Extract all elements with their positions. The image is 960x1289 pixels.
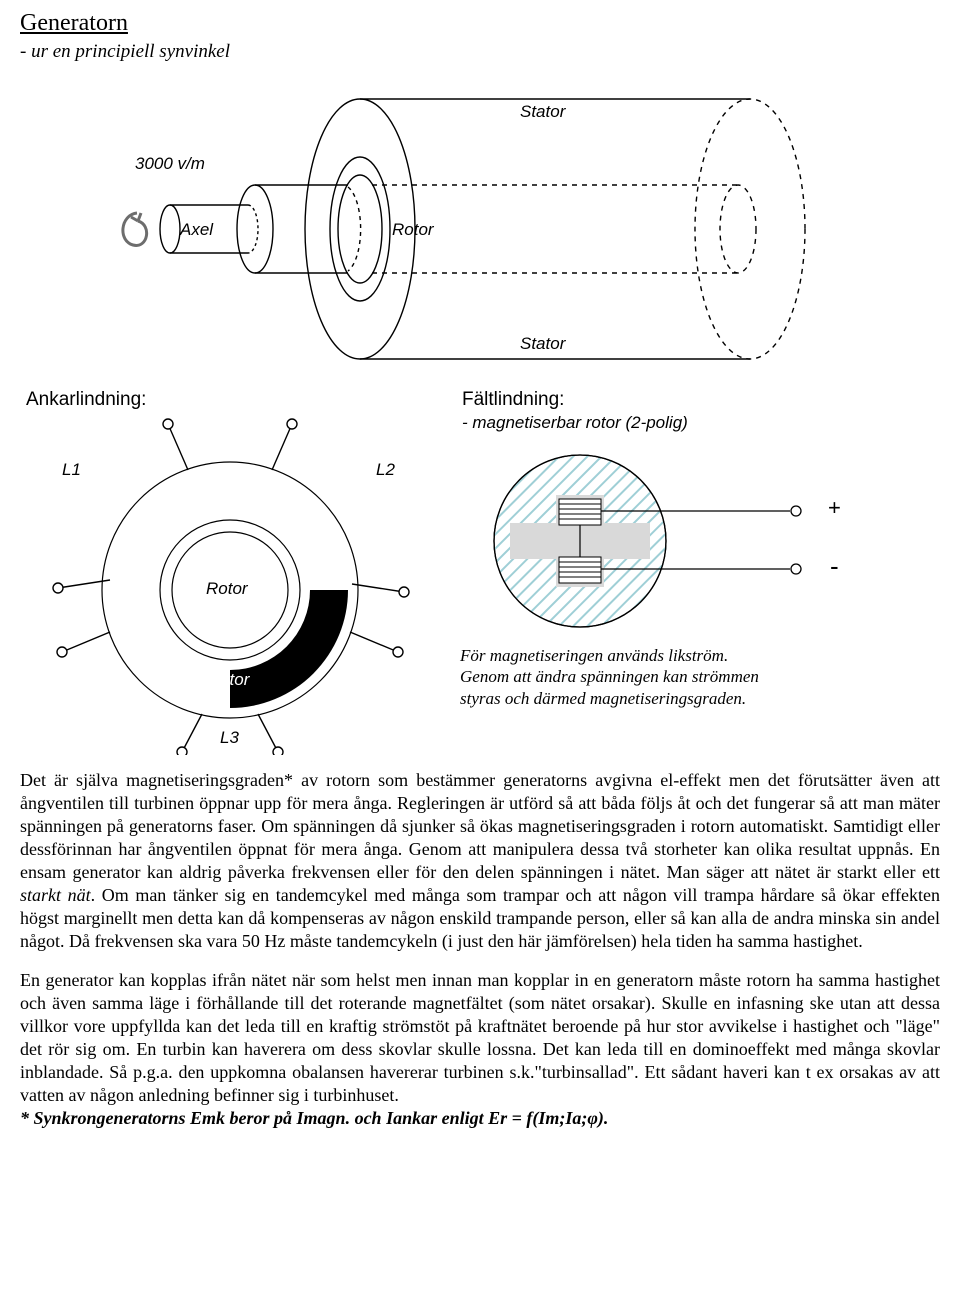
figure-generator-side: 3000 v/m Axel Rotor Stator Stator [20, 69, 940, 379]
l1-label: L1 [62, 460, 81, 479]
page-title: Generatorn [20, 10, 940, 37]
body-text: Det är själva magnetiseringsgraden* av r… [20, 769, 940, 1130]
falt-subtitle: - magnetiserbar rotor (2-polig) [462, 413, 940, 433]
ankar-heading: Ankarlindning: [26, 389, 450, 411]
axel-label: Axel [179, 220, 214, 239]
caption-line-3: styras och därmed magnetiseringsgraden. [460, 689, 746, 708]
stator-label-ankar: Stator [204, 670, 251, 689]
para2-text: En generator kan kopplas ifrån nätet när… [20, 970, 940, 1105]
caption-line-2: Genom att ändra spänningen kan strömmen [460, 667, 759, 686]
paragraph-1: Det är själva magnetiseringsgraden* av r… [20, 769, 940, 953]
rotor-label-ankar: Rotor [206, 579, 249, 598]
falt-caption: För magnetiseringen används likström. Ge… [460, 645, 940, 709]
l3-label: L3 [220, 728, 239, 747]
plus-terminal: + [828, 495, 841, 520]
para1-em: starkt nät [20, 885, 91, 905]
para1-part2: . Om man tänker sig en tandemcykel med m… [20, 885, 940, 951]
figure-faltlindning: Fältlindning: - magnetiserbar rotor (2-p… [460, 383, 940, 709]
paragraph-2: En generator kan kopplas ifrån nätet när… [20, 969, 940, 1130]
page-subtitle: - ur en principiell synvinkel [20, 41, 940, 63]
para1-part1: Det är själva magnetiseringsgraden* av r… [20, 770, 940, 882]
falt-heading: Fältlindning: [462, 389, 940, 411]
rotor-label-fig1: Rotor [392, 220, 435, 239]
rpm-label: 3000 v/m [135, 154, 205, 173]
emf-note: * Synkrongeneratorns Emk beror på Imagn.… [20, 1108, 608, 1128]
figure-row-cross-sections: Ankarlindning: [20, 383, 940, 755]
figure-ankarlindning: Ankarlindning: [20, 383, 450, 755]
caption-line-1: För magnetiseringen används likström. [460, 646, 728, 665]
minus-terminal: - [830, 551, 839, 581]
stator-bottom-label: Stator [520, 334, 567, 353]
l2-label: L2 [376, 460, 395, 479]
stator-top-label: Stator [520, 102, 567, 121]
